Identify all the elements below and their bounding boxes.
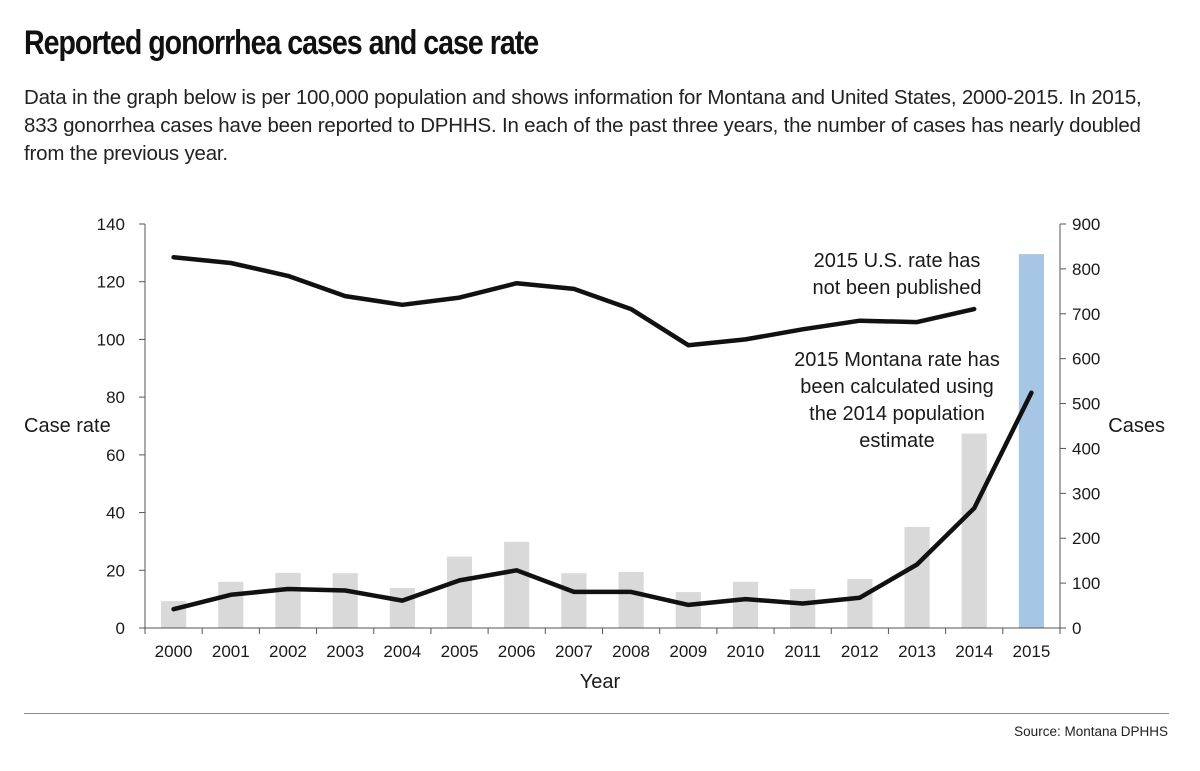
y-axis-label: Case rate xyxy=(24,415,111,437)
bar-2013 xyxy=(904,527,930,628)
y-tick-label: 20 xyxy=(106,561,125,580)
y-tick-label: 120 xyxy=(97,273,125,292)
y-tick-label: 40 xyxy=(106,504,125,523)
y2-tick-label: 700 xyxy=(1072,305,1100,324)
bar-2010 xyxy=(732,581,759,628)
x-tick-label: 2003 xyxy=(326,642,364,661)
annotation-montana-rate: 2015 Montana rate has been calculated usi… xyxy=(794,349,1000,452)
bar-2015 xyxy=(1018,254,1044,628)
bar-2004 xyxy=(389,588,415,628)
x-tick-label: 2010 xyxy=(727,642,765,661)
chart-title: Reported gonorrhea cases and case rate xyxy=(24,24,539,62)
x-tick-label: 2006 xyxy=(498,642,536,661)
x-tick-label: 2004 xyxy=(383,642,421,661)
y2-tick-label: 100 xyxy=(1072,574,1100,593)
bar-2012 xyxy=(847,579,873,628)
bar-2002 xyxy=(275,572,301,628)
annotation-line: the 2014 population xyxy=(809,403,985,425)
x-tick-label: 2009 xyxy=(669,642,707,661)
y2-tick-label: 600 xyxy=(1072,350,1100,369)
line-series-2 xyxy=(171,390,1034,612)
y2-tick-label: 500 xyxy=(1072,395,1100,414)
annotation-line: 2015 U.S. rate has xyxy=(814,250,981,272)
y2-tick-label: 400 xyxy=(1072,439,1100,458)
x-axis-label: Year xyxy=(580,671,621,693)
y2-tick-label: 900 xyxy=(1072,215,1100,234)
y2-tick-label: 0 xyxy=(1072,619,1081,638)
bar-2014 xyxy=(961,433,987,628)
lines-group xyxy=(171,254,1034,612)
x-tick-label: 2005 xyxy=(441,642,479,661)
bar-2008 xyxy=(618,571,644,628)
annotation-line: estimate xyxy=(859,430,935,452)
axes-group: 0 20 40 60 80 100 120 140 0 100 200 300 400 500 600 700… xyxy=(97,215,1101,661)
x-tick-label: 2001 xyxy=(212,642,250,661)
annotation-line: not been published xyxy=(812,277,981,299)
annotation-line: 2015 Montana rate has xyxy=(794,349,1000,371)
source-note: Source: Montana DPHHS xyxy=(1014,724,1168,739)
bar-2007 xyxy=(561,573,587,628)
bar-2011 xyxy=(790,588,816,628)
x-tick-label: 2000 xyxy=(155,642,193,661)
y-tick-label: 80 xyxy=(106,388,125,407)
annotation-line: been calculated using xyxy=(800,376,993,398)
line-series-1 xyxy=(171,254,977,348)
x-tick-label: 2007 xyxy=(555,642,593,661)
x-tick-label: 2015 xyxy=(1012,642,1050,661)
x-tick-label: 2011 xyxy=(784,642,821,661)
y2-tick-label: 800 xyxy=(1072,260,1100,279)
annotation-us-rate: 2015 U.S. rate has not been published xyxy=(812,250,981,299)
bar-2005 xyxy=(446,556,473,628)
x-tick-label: 2012 xyxy=(841,642,879,661)
y2-tick-label: 200 xyxy=(1072,529,1100,548)
y2-axis-label: Cases xyxy=(1108,415,1165,437)
y2-tick-label: 300 xyxy=(1072,484,1100,503)
y-tick-label: 0 xyxy=(116,619,125,638)
bar-2003 xyxy=(332,573,358,628)
y-tick-label: 140 xyxy=(97,215,125,234)
y-tick-label: 60 xyxy=(106,446,125,465)
bar-2009 xyxy=(675,592,701,628)
bar-2001 xyxy=(218,581,244,628)
x-tick-label: 2014 xyxy=(955,642,993,661)
bar-2006 xyxy=(504,541,530,628)
x-tick-label: 2002 xyxy=(269,642,307,661)
x-tick-label: 2008 xyxy=(612,642,650,661)
y-tick-label: 100 xyxy=(97,330,125,349)
x-tick-label: 2013 xyxy=(898,642,936,661)
footer-divider xyxy=(24,713,1169,714)
chart-subtitle: Data in the graph below is per 100,000 p… xyxy=(24,86,1142,165)
bars-group xyxy=(161,254,1044,628)
